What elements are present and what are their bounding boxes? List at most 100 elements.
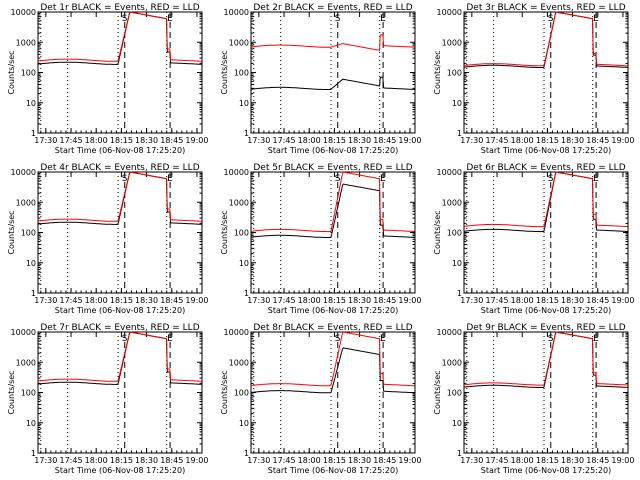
- x-tick-label: 18:30: [348, 136, 371, 145]
- panel-title: Det 4r BLACK = Events, RED = LLD: [40, 163, 199, 173]
- x-tick-label: 18:45: [586, 456, 609, 465]
- x-tick-label: 19:00: [611, 296, 634, 305]
- start-marker-label: S: [335, 174, 341, 184]
- end-marker-label: E: [380, 334, 386, 344]
- y-tick-label: 10: [26, 419, 36, 428]
- start-marker-label: S: [122, 174, 128, 184]
- x-tick-label: 17:30: [247, 296, 270, 305]
- x-tick-label: 19:00: [185, 136, 208, 145]
- panel-title: Det 1r BLACK = Events, RED = LLD: [40, 3, 199, 13]
- x-axis-label: Start Time (06-Nov-08 17:25:20): [268, 466, 398, 475]
- y-tick-label: 100: [447, 229, 462, 238]
- plot-frame: [250, 331, 416, 454]
- y-tick-label: 1: [457, 129, 462, 138]
- x-tick-label: 18:30: [348, 456, 371, 465]
- x-tick-label: 18:45: [160, 296, 183, 305]
- x-tick-label: 17:30: [247, 456, 270, 465]
- y-tick-label: 1: [244, 449, 249, 458]
- x-tick-label: 18:15: [110, 456, 133, 465]
- y-axis-label: Counts/sec: [7, 370, 16, 414]
- lld-curve: [37, 11, 202, 62]
- start-marker-label: S: [548, 334, 554, 344]
- x-tick-label: 18:00: [511, 136, 534, 145]
- start-marker-label: S: [122, 14, 128, 24]
- x-axis-label: Start Time (06-Nov-08 17:25:20): [481, 466, 611, 475]
- x-tick-label: 18:30: [135, 296, 158, 305]
- plot-frame: [37, 171, 203, 294]
- events-curve: [250, 76, 415, 90]
- x-tick-label: 17:30: [34, 296, 57, 305]
- lld-curve: [250, 34, 415, 51]
- x-tick-label: 18:30: [561, 456, 584, 465]
- x-tick-label: 18:30: [561, 136, 584, 145]
- lld-curve: [251, 171, 415, 233]
- y-tick-label: 1000: [229, 358, 249, 367]
- y-tick-label: 10000: [224, 8, 249, 17]
- y-tick-label: 100: [21, 389, 36, 398]
- panel-title: Det 9r BLACK = Events, RED = LLD: [466, 323, 625, 333]
- x-tick-label: 17:45: [272, 136, 295, 145]
- y-tick-label: 10000: [437, 168, 462, 177]
- end-marker-label: E: [380, 14, 386, 24]
- y-tick-label: 1: [457, 449, 462, 458]
- y-axis-label: Counts/sec: [433, 370, 442, 414]
- y-tick-label: 1000: [16, 38, 36, 47]
- x-tick-label: 18:00: [85, 456, 108, 465]
- lld-curve: [463, 171, 628, 228]
- y-tick-label: 10000: [437, 328, 462, 337]
- x-tick-label: 19:00: [398, 136, 421, 145]
- y-tick-label: 100: [447, 389, 462, 398]
- y-tick-label: 1000: [442, 198, 462, 207]
- plot-frame: [463, 11, 629, 134]
- y-tick-label: 1: [244, 129, 249, 138]
- x-tick-label: 18:15: [536, 456, 559, 465]
- x-tick-label: 17:45: [272, 296, 295, 305]
- y-tick-label: 1000: [16, 358, 36, 367]
- panel-title: Det 2r BLACK = Events, RED = LLD: [253, 3, 412, 13]
- y-tick-label: 1: [31, 449, 36, 458]
- x-tick-label: 17:30: [460, 456, 483, 465]
- x-tick-label: 17:45: [272, 456, 295, 465]
- panel-title: Det 7r BLACK = Events, RED = LLD: [40, 323, 199, 333]
- y-tick-label: 1000: [16, 198, 36, 207]
- events-curve: [37, 331, 202, 385]
- plot-frame: [37, 11, 203, 134]
- x-tick-label: 17:30: [34, 136, 57, 145]
- lld-curve: [463, 11, 628, 67]
- end-marker-label: E: [380, 174, 386, 184]
- events-curve: [250, 347, 415, 394]
- x-tick-label: 18:45: [586, 136, 609, 145]
- x-tick-label: 18:45: [160, 136, 183, 145]
- x-axis-label: Start Time (06-Nov-08 17:25:20): [55, 146, 185, 155]
- x-tick-label: 17:45: [485, 296, 508, 305]
- x-tick-label: 18:30: [348, 296, 371, 305]
- x-tick-label: 18:15: [110, 136, 133, 145]
- y-tick-label: 1000: [229, 198, 249, 207]
- y-axis-label: Counts/sec: [220, 210, 229, 254]
- x-tick-label: 18:45: [586, 296, 609, 305]
- y-tick-label: 1: [31, 289, 36, 298]
- lld-curve: [37, 331, 202, 382]
- x-axis-label: Start Time (06-Nov-08 17:25:20): [55, 306, 185, 315]
- x-axis-label: Start Time (06-Nov-08 17:25:20): [481, 146, 611, 155]
- x-tick-label: 19:00: [611, 456, 634, 465]
- x-tick-label: 18:00: [85, 296, 108, 305]
- lld-curve: [37, 171, 202, 222]
- events-curve: [37, 171, 202, 225]
- events-curve: [37, 11, 202, 65]
- x-tick-label: 19:00: [398, 456, 421, 465]
- x-tick-label: 18:15: [323, 136, 346, 145]
- y-axis-label: Counts/sec: [7, 210, 16, 254]
- y-tick-label: 10: [452, 259, 462, 268]
- x-tick-label: 18:00: [298, 136, 321, 145]
- y-tick-label: 10: [239, 259, 249, 268]
- y-tick-label: 100: [234, 69, 249, 78]
- x-tick-label: 17:30: [460, 136, 483, 145]
- start-marker-label: S: [335, 334, 341, 344]
